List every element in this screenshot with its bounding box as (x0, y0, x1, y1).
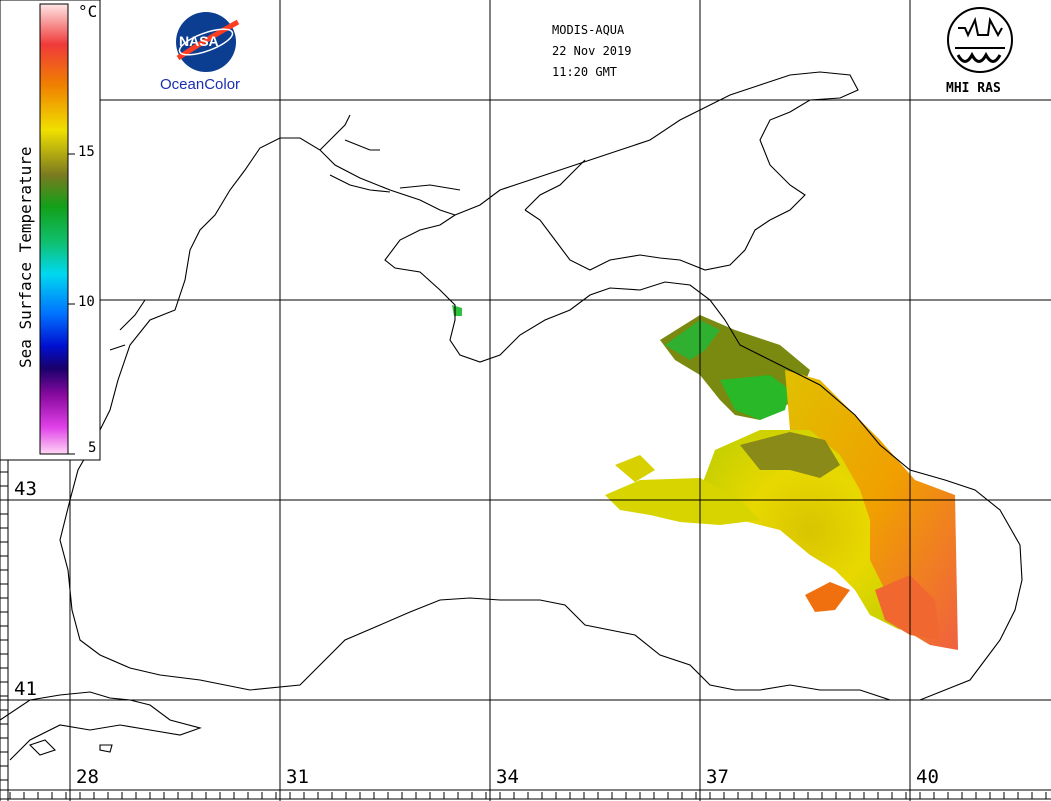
coastline (0, 71, 1023, 761)
mhi-ras-label: MHI RAS (946, 81, 1001, 96)
lon-label-37: 37 (706, 766, 729, 788)
nasa-logo-text: NASA (179, 33, 219, 49)
lon-label-34: 34 (496, 766, 519, 788)
lon-label-31: 31 (286, 766, 309, 788)
oceancolor-label: OceanColor (160, 76, 241, 93)
colorbar-tick-10: 10 (78, 294, 95, 310)
colorbar-tick-5: 5 (88, 440, 97, 456)
sensor-label: MODIS-AQUA (552, 23, 625, 37)
time-label: 11:20 GMT (552, 65, 618, 79)
lat-label-41: 41 (14, 678, 37, 700)
mhi-logo (947, 7, 1013, 73)
lat-label-43: 43 (14, 478, 37, 500)
colorbar-unit: °C (78, 2, 98, 21)
sst-data-overlay (452, 305, 958, 650)
lon-label-28: 28 (76, 766, 99, 788)
colorbar-title: Sea Surface Temperature (16, 146, 35, 368)
colorbar-ticks (68, 153, 75, 455)
colorbar (39, 3, 69, 455)
date-label: 22 Nov 2019 (552, 44, 632, 58)
colorbar-tick-15: 15 (78, 144, 95, 160)
lon-label-40: 40 (916, 766, 939, 788)
nasa-logo (176, 12, 240, 72)
